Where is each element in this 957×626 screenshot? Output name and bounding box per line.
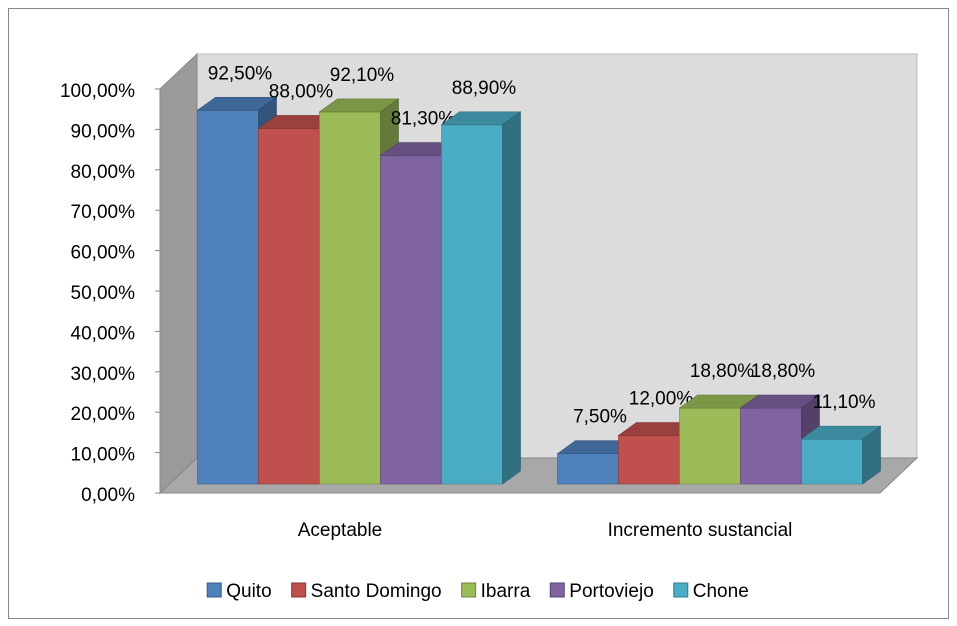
bar <box>557 453 619 485</box>
legend-label: Ibarra <box>481 581 531 602</box>
bar <box>801 438 863 485</box>
legend-label: Chone <box>693 581 749 602</box>
y-tick-label: 50,00% <box>71 283 136 304</box>
legend-swatch <box>291 582 307 598</box>
side-wall <box>159 52 198 495</box>
value-label: 88,90% <box>452 78 517 99</box>
value-label: 7,50% <box>573 407 627 428</box>
chart-border <box>8 8 949 619</box>
value-label: 81,30% <box>391 109 456 130</box>
legend-swatch <box>673 582 689 598</box>
y-tick-label: 20,00% <box>71 404 136 425</box>
y-tick-label: 0,00% <box>81 485 135 506</box>
bar <box>197 110 259 485</box>
y-tick-label: 80,00% <box>71 162 136 183</box>
legend-label: Portoviejo <box>569 581 654 602</box>
value-label: 18,80% <box>751 361 816 382</box>
bar <box>679 407 741 485</box>
bar <box>618 435 680 485</box>
legend-label: Santo Domingo <box>311 581 442 602</box>
bar <box>258 128 320 485</box>
legend-swatch <box>549 582 565 598</box>
y-tick-label: 70,00% <box>71 202 136 223</box>
legend-swatch <box>206 582 222 598</box>
bar <box>380 155 442 485</box>
value-label: 12,00% <box>629 389 694 410</box>
y-tick-label: 30,00% <box>71 364 136 385</box>
value-label: 11,10% <box>812 392 875 413</box>
y-tick-label: 60,00% <box>71 243 136 264</box>
y-tick-label: 10,00% <box>71 445 136 466</box>
value-label: 92,10% <box>330 65 395 86</box>
x-tick-label: Aceptable <box>298 520 383 541</box>
bar <box>740 407 802 485</box>
value-label: 92,50% <box>208 63 273 84</box>
y-tick-label: 40,00% <box>71 323 136 344</box>
bar <box>441 124 503 485</box>
bar <box>319 111 381 485</box>
bar-side <box>502 111 521 485</box>
legend-label: Quito <box>226 581 271 602</box>
y-tick-label: 90,00% <box>71 121 136 142</box>
value-label: 88,00% <box>269 81 334 102</box>
legend-swatch <box>461 582 477 598</box>
value-label: 18,80% <box>690 361 755 382</box>
bar-side <box>862 425 881 485</box>
x-tick-label: Incremento sustancial <box>608 520 793 541</box>
y-tick-label: 100,00% <box>60 81 135 102</box>
